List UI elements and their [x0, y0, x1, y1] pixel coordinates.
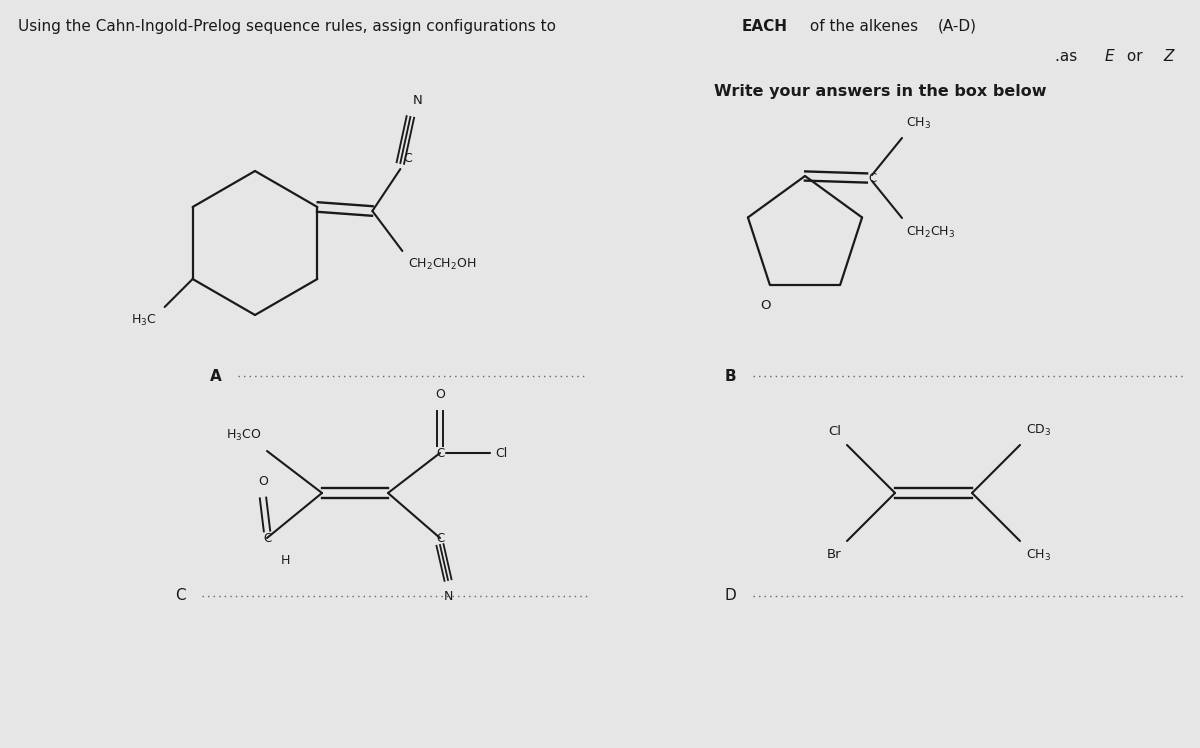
- Text: O: O: [258, 475, 268, 488]
- Text: CH$_3$: CH$_3$: [1026, 548, 1051, 563]
- Text: N: N: [443, 590, 452, 603]
- Text: Cl: Cl: [828, 425, 841, 438]
- Text: N: N: [413, 94, 422, 107]
- Text: H: H: [281, 554, 289, 567]
- Text: .as: .as: [1055, 49, 1082, 64]
- Text: CD$_3$: CD$_3$: [1026, 423, 1051, 438]
- Text: D: D: [725, 589, 737, 604]
- Text: Z: Z: [1163, 49, 1174, 64]
- Text: C: C: [403, 152, 412, 165]
- Text: C: C: [263, 532, 271, 545]
- Text: CH$_2$CH$_2$OH: CH$_2$CH$_2$OH: [408, 257, 476, 272]
- Text: A: A: [210, 369, 222, 384]
- Text: (A-D): (A-D): [938, 19, 977, 34]
- Text: Using the Cahn-Ingold-Prelog sequence rules, assign configurations to: Using the Cahn-Ingold-Prelog sequence ru…: [18, 19, 560, 34]
- Text: Cl: Cl: [496, 447, 508, 459]
- Text: O: O: [761, 298, 770, 311]
- Text: CH$_3$: CH$_3$: [906, 116, 931, 131]
- Text: Br: Br: [827, 548, 841, 561]
- Text: CH$_2$CH$_3$: CH$_2$CH$_3$: [906, 225, 955, 240]
- Text: or: or: [1122, 49, 1147, 64]
- Text: H$_3$CO: H$_3$CO: [226, 428, 262, 443]
- Text: C: C: [436, 447, 444, 459]
- Text: EACH: EACH: [742, 19, 788, 34]
- Text: C: C: [436, 532, 444, 545]
- Text: of the alkenes: of the alkenes: [805, 19, 923, 34]
- Text: O: O: [436, 388, 445, 401]
- Text: C: C: [868, 171, 876, 185]
- Text: H$_3$C: H$_3$C: [131, 313, 157, 328]
- Text: Write your answers in the box below: Write your answers in the box below: [714, 84, 1046, 99]
- Text: B: B: [725, 369, 737, 384]
- Text: C: C: [175, 589, 186, 604]
- Text: E: E: [1105, 49, 1115, 64]
